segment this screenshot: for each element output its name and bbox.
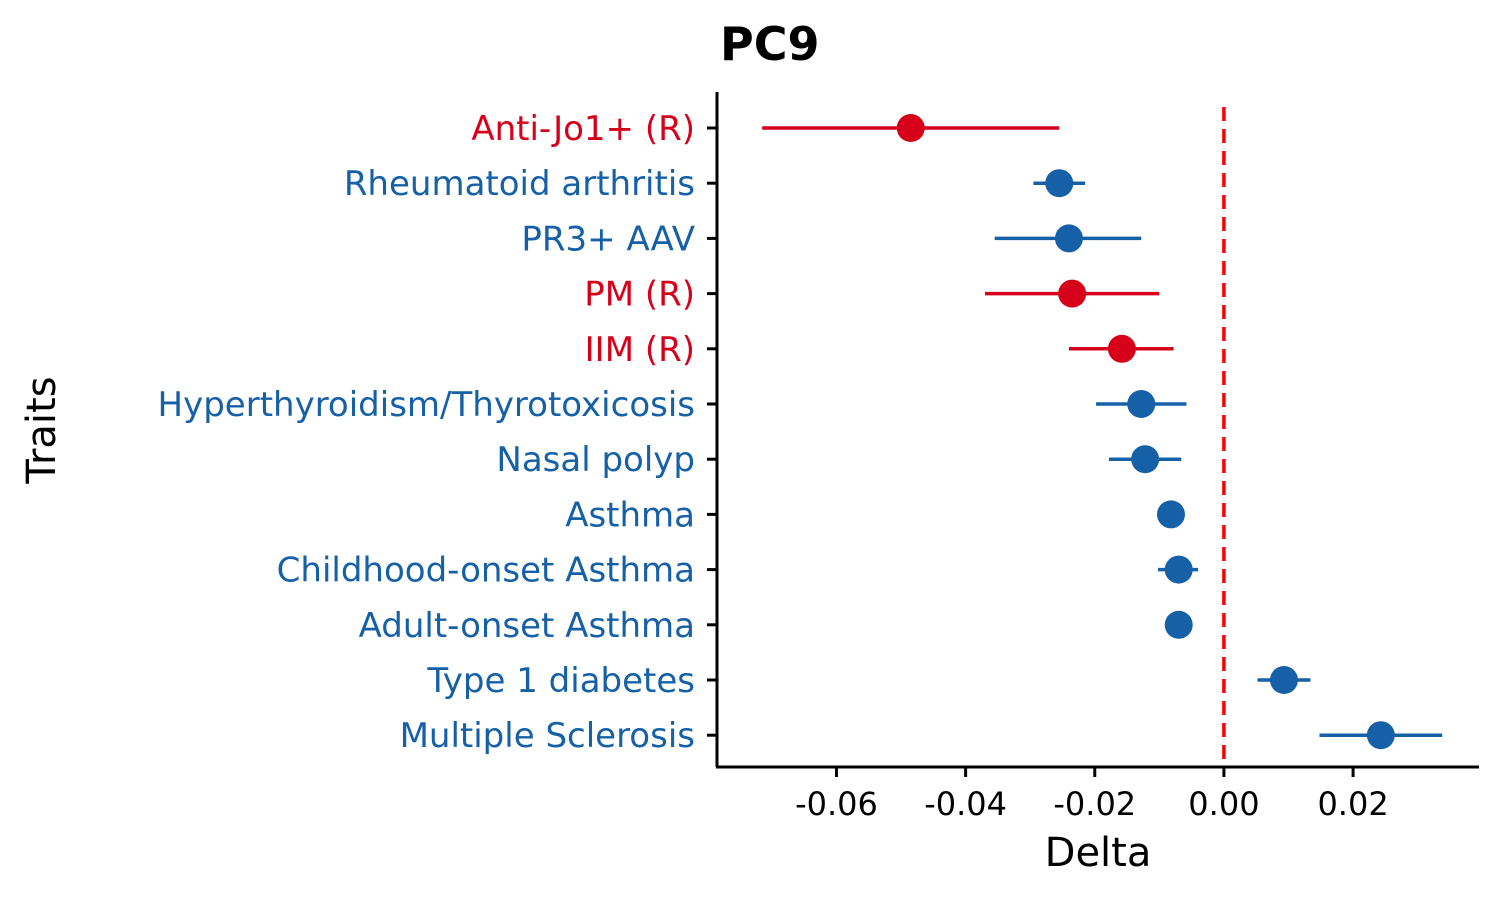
- data-point: [1058, 279, 1087, 308]
- data-point: [1366, 721, 1395, 750]
- y-tick-label: Multiple Sclerosis: [400, 716, 695, 756]
- y-tick-label: IIM (R): [585, 330, 695, 370]
- data-point: [1127, 390, 1156, 418]
- y-tick-label: Anti-Jo1+ (R): [471, 109, 695, 149]
- x-tick-label: 0.00: [1188, 785, 1259, 823]
- y-axis-title: Traits: [19, 376, 65, 484]
- y-tick-label: Nasal polyp: [496, 440, 695, 480]
- data-point: [1045, 169, 1074, 198]
- y-tick-label: Asthma: [565, 495, 695, 535]
- y-tick-label: Hyperthyroidism/Thyrotoxicosis: [158, 385, 695, 425]
- data-point: [896, 114, 925, 142]
- data-point: [1107, 334, 1136, 363]
- x-axis-title: Delta: [1045, 830, 1152, 876]
- y-tick-label: PM (R): [584, 275, 695, 315]
- data-point: [1164, 610, 1193, 639]
- data-point: [1164, 555, 1193, 584]
- x-tick-label: -0.06: [795, 785, 878, 823]
- y-tick-label: Childhood-onset Asthma: [277, 551, 695, 591]
- data-point: [1156, 500, 1185, 529]
- chart-title: PC9: [720, 17, 819, 71]
- y-tick-label: PR3+ AAV: [521, 219, 695, 259]
- data-point: [1269, 666, 1298, 694]
- y-tick-label: Type 1 diabetes: [426, 661, 695, 701]
- data-point: [1054, 224, 1083, 253]
- data-point: [1131, 445, 1160, 474]
- plot-area: -0.06 -0.04 -0.02 0.00 0.02 Anti-Jo1+ (R) Rheu…: [158, 107, 1443, 823]
- y-tick-label: Rheumatoid arthritis: [344, 164, 695, 204]
- x-tick-label: -0.04: [924, 785, 1007, 823]
- x-tick-label: 0.02: [1317, 785, 1388, 823]
- x-tick-label: -0.02: [1053, 785, 1136, 823]
- y-tick-label: Adult-onset Asthma: [359, 606, 695, 646]
